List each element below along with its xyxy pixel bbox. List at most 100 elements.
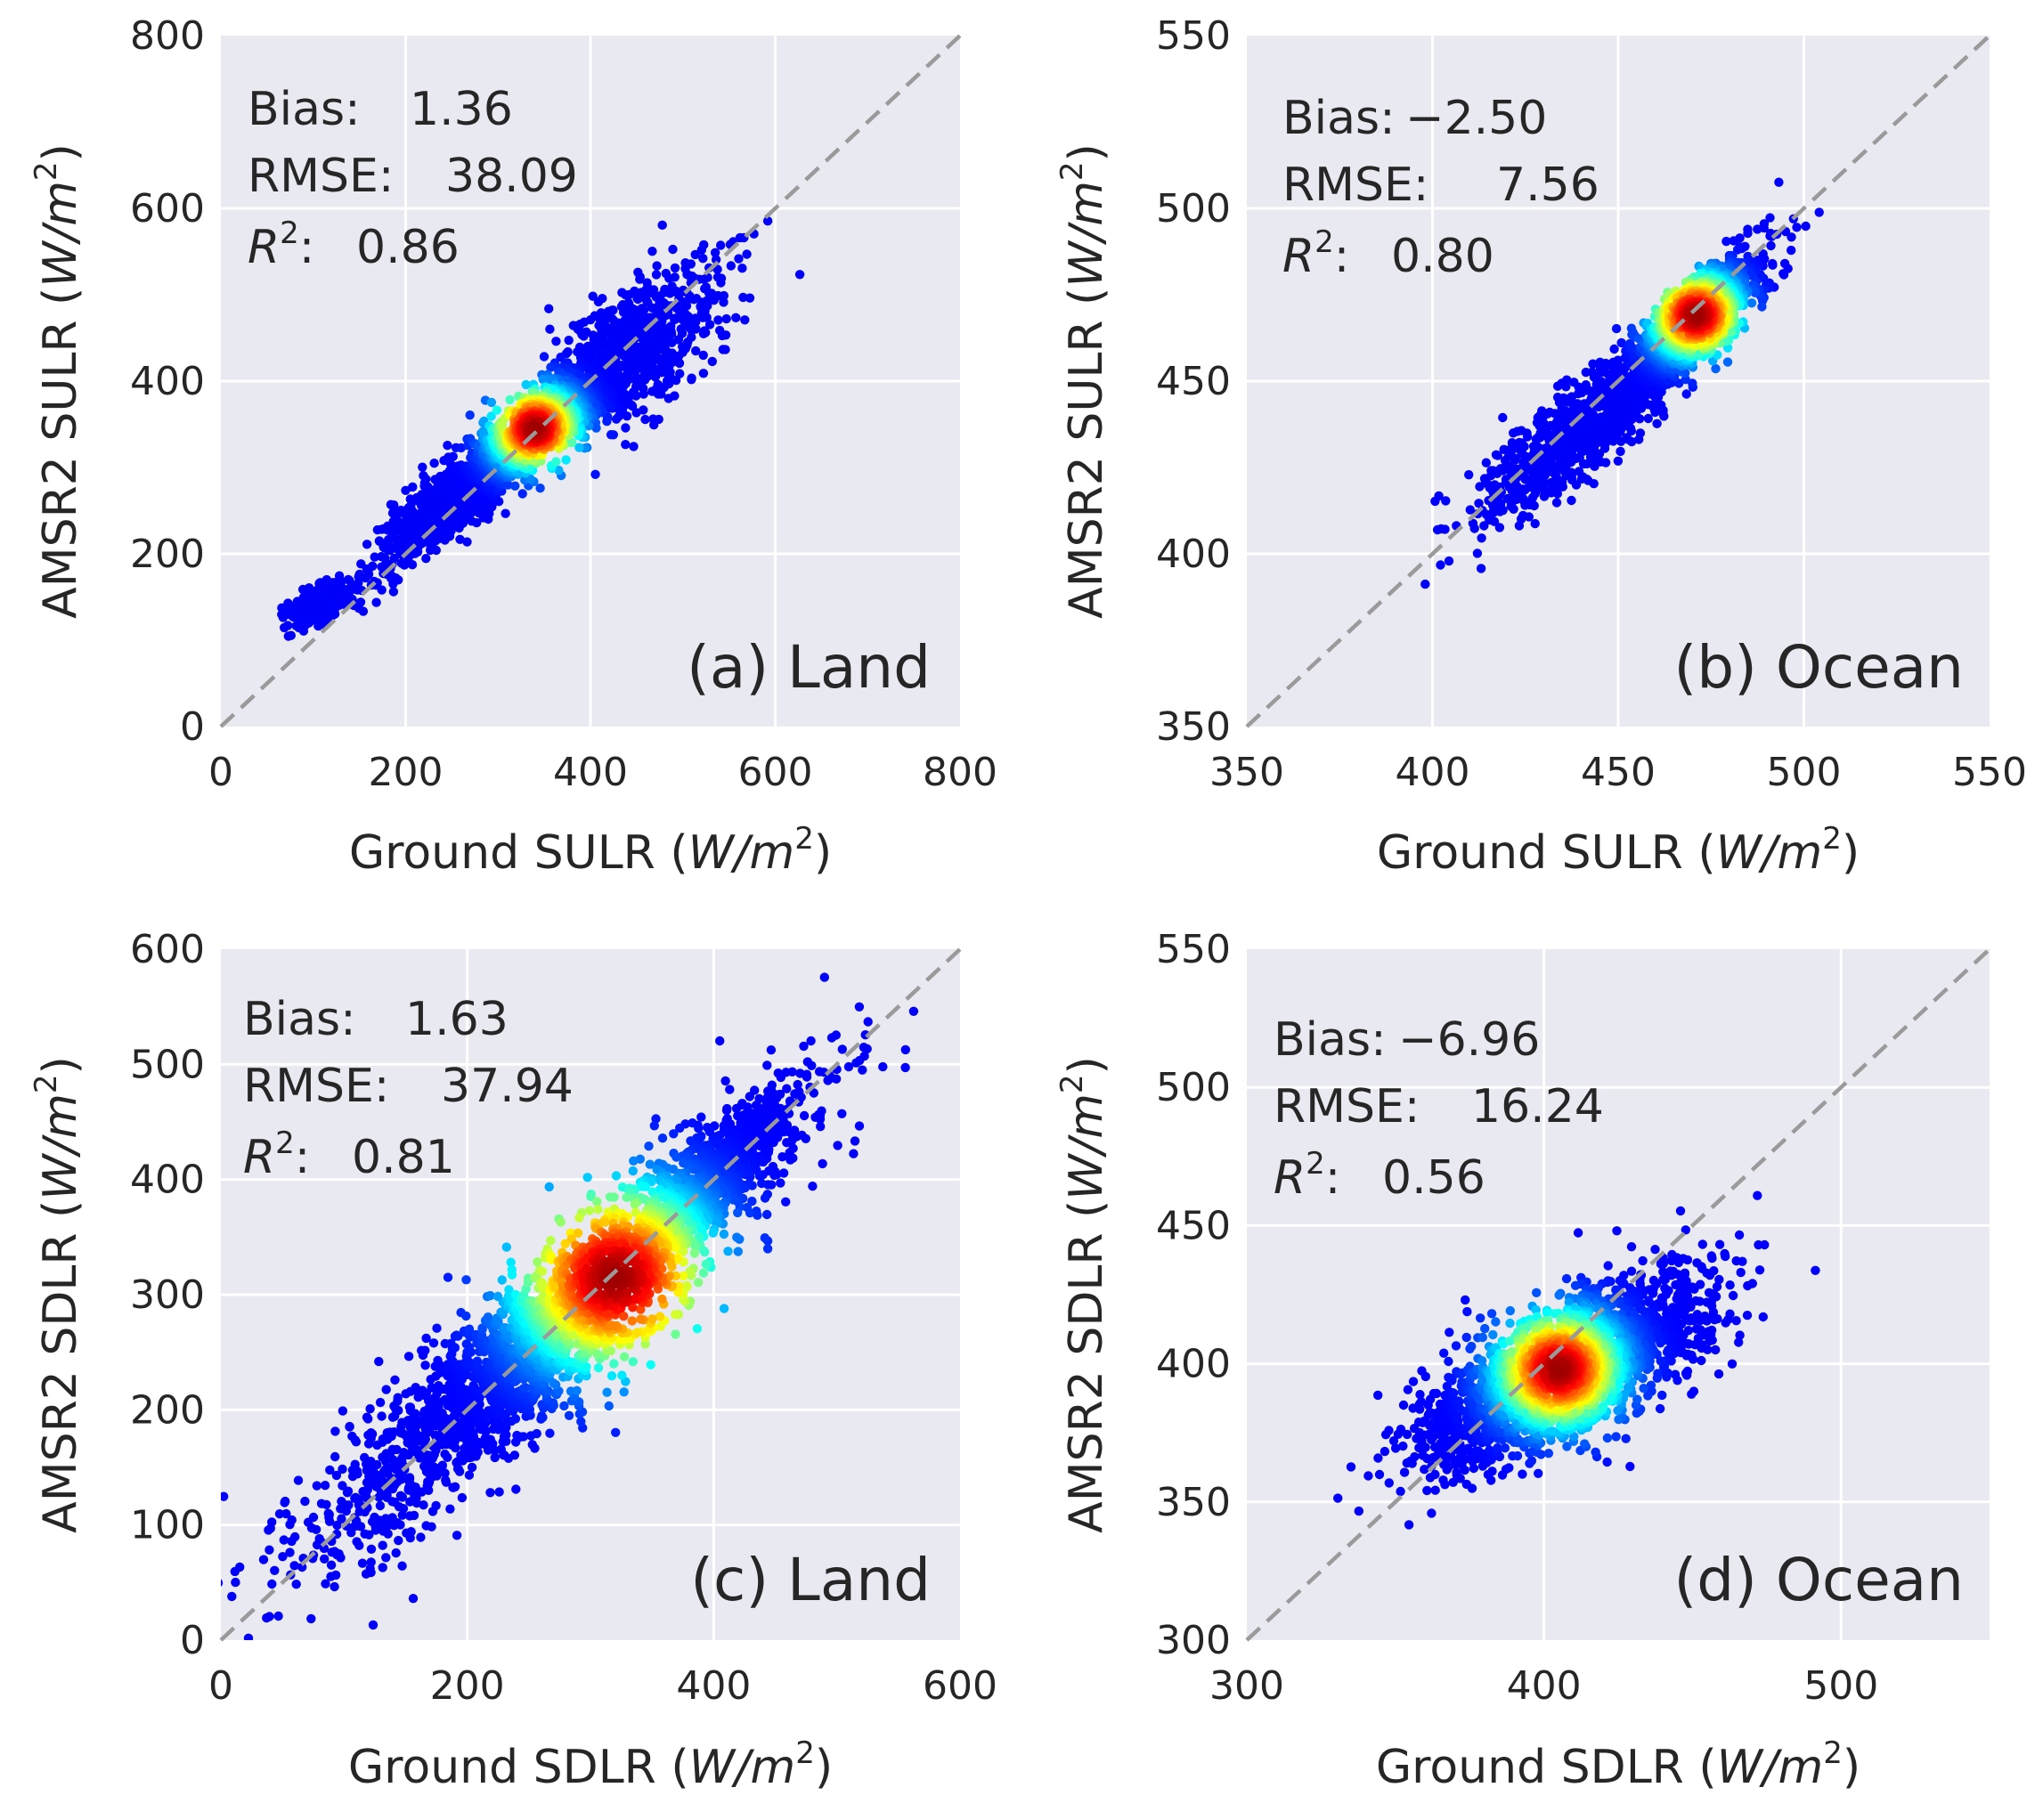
data-point-a-543 [391, 573, 401, 583]
data-point-a-408 [737, 264, 747, 273]
data-point-b-201 [1517, 438, 1527, 448]
x-tick-label-a-0: 0 [208, 750, 233, 795]
data-point-a-1007 [656, 359, 667, 370]
y-tick-label-a-1: 200 [130, 532, 205, 577]
data-point-b-899 [1609, 344, 1619, 354]
data-point-a-1795 [606, 430, 616, 440]
data-point-b-674 [1765, 213, 1775, 223]
data-point-b-681 [1787, 232, 1796, 242]
data-point-b-114 [1551, 498, 1562, 508]
data-point-b-242 [1522, 428, 1532, 438]
data-point-a-565 [698, 313, 708, 322]
data-point-a-561 [704, 320, 715, 329]
data-point-a-748 [621, 290, 631, 300]
data-point-b-425 [1613, 456, 1624, 466]
data-point-a-1735 [611, 414, 622, 424]
data-point-b-16 [1465, 505, 1476, 515]
rmse-value-a: 38.09 [445, 150, 578, 203]
data-point-b-12 [1441, 496, 1451, 506]
data-point-a-2282 [492, 405, 502, 415]
data-point-b-20 [1489, 516, 1500, 526]
data-point-b-757 [1765, 231, 1775, 241]
data-point-a-910 [618, 307, 629, 317]
data-point-b-847 [1778, 269, 1788, 279]
data-point-a-1658 [443, 441, 452, 451]
x-tick-label-a-3: 600 [738, 750, 813, 795]
data-point-a-587 [698, 329, 709, 338]
data-point-b-156 [1546, 477, 1557, 488]
data-point-a-515 [709, 296, 719, 305]
grid-a [221, 36, 960, 727]
x-tick-label-a-2: 400 [553, 750, 628, 795]
data-point-a-1838 [602, 417, 612, 427]
data-point-a-541 [717, 330, 728, 341]
data-point-b-72 [1481, 458, 1492, 467]
data-point-b-32 [1464, 470, 1474, 480]
data-point-a-484 [740, 315, 750, 325]
data-point-a-1508 [564, 336, 574, 345]
data-point-b-1095 [1757, 302, 1767, 312]
data-point-a-569 [380, 553, 390, 564]
data-point-a-1385 [640, 414, 650, 425]
data-point-b-140 [1540, 478, 1550, 488]
data-point-b-743 [1588, 359, 1598, 369]
data-point-a-1909 [465, 410, 475, 420]
data-point-a-1085 [408, 482, 418, 492]
data-point-b-474 [1774, 177, 1784, 187]
data-point-a-1052 [455, 534, 465, 544]
data-point-a-513 [700, 284, 710, 294]
data-point-a-2309 [551, 457, 561, 467]
data-point-a-1327 [472, 517, 482, 528]
data-point-b-906 [1729, 236, 1738, 246]
data-point-b-10 [1434, 491, 1444, 501]
data-point-a-482 [716, 278, 726, 288]
data-point-a-617 [635, 274, 645, 284]
data-point-a-460 [711, 255, 721, 264]
y-tick-label-a-0: 0 [180, 704, 205, 750]
data-point-a-1648 [621, 423, 631, 433]
data-point-a-473 [698, 254, 708, 264]
data-point-b-0 [1420, 579, 1430, 589]
data-point-a-1389 [579, 331, 589, 341]
data-point-b-886 [1613, 355, 1624, 365]
data-point-a-1 [286, 630, 296, 640]
y-tick-label-a-4: 800 [130, 13, 205, 59]
data-point-b-931 [1721, 236, 1731, 247]
data-point-b-471 [1814, 207, 1824, 217]
data-point-a-1569 [501, 508, 510, 518]
data-point-b-807 [1766, 240, 1776, 251]
data-point-b-164 [1507, 438, 1518, 448]
panel-label-a: (a) Land [687, 633, 931, 702]
data-point-a-557 [362, 540, 372, 549]
y-axis-title-a: AMSR2 SULR (W/m2) [28, 143, 87, 619]
data-point-a-447 [358, 606, 369, 616]
x-tick-label-a-4: 800 [923, 750, 997, 795]
data-point-a-614 [707, 356, 717, 367]
data-point-b-6 [1440, 524, 1450, 534]
data-point-b-649 [1581, 380, 1591, 390]
data-point-b-251 [1567, 467, 1576, 477]
data-point-b-1035 [1688, 378, 1697, 388]
data-point-b-731 [1596, 377, 1607, 386]
data-point-a-632 [684, 322, 695, 333]
r2-label-a: R2: [248, 215, 314, 274]
data-point-a-2183 [574, 443, 584, 452]
data-point-a-2160 [554, 466, 564, 475]
data-point-b-587 [1801, 221, 1811, 232]
data-point-a-2138 [486, 397, 497, 408]
data-point-b-1199 [1746, 298, 1757, 308]
data-point-a-477 [690, 249, 700, 260]
data-point-b-146 [1567, 495, 1576, 506]
data-point-b-52 [1524, 512, 1534, 522]
data-point-a-3 [283, 621, 293, 630]
data-point-a-1501 [629, 442, 639, 451]
data-point-a-475 [345, 576, 354, 586]
data-point-a-941 [593, 297, 604, 307]
data-point-a-459 [745, 293, 755, 303]
data-point-b-3 [1476, 564, 1486, 573]
data-point-a-2331 [505, 394, 515, 405]
data-point-a-1854 [517, 489, 527, 499]
